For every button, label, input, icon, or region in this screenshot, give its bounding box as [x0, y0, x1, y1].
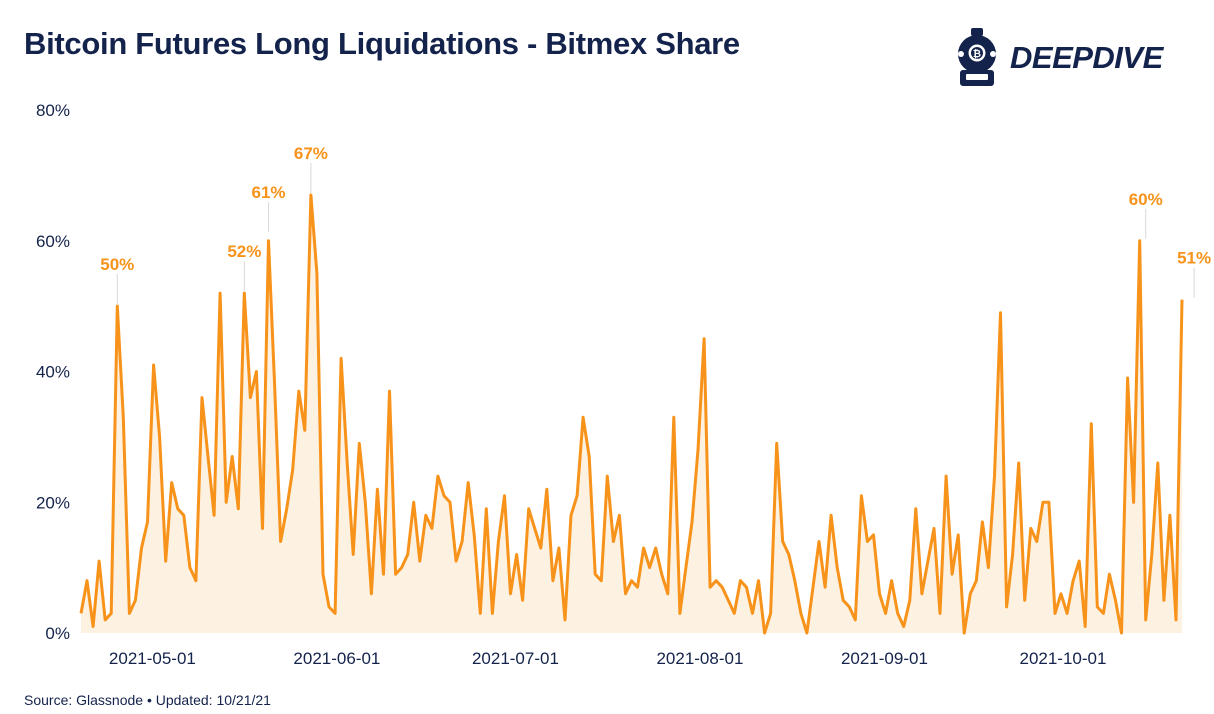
y-tick-label: 40%	[36, 363, 70, 382]
series-line	[79, 193, 1184, 635]
annotation-label: 60%	[1129, 190, 1163, 209]
source-note: Source: Glassnode • Updated: 10/21/21	[24, 692, 271, 708]
chart-title: Bitcoin Futures Long Liquidations - Bitm…	[24, 26, 740, 61]
x-tick-label: 2021-06-01	[293, 649, 380, 668]
svg-text:₿: ₿	[973, 48, 981, 60]
annotation-label: 50%	[100, 255, 134, 274]
annotation-label: 51%	[1177, 249, 1211, 268]
deepdive-logo: ₿ DEEPDIVE	[952, 26, 1192, 90]
diver-helmet-bitcoin-icon: ₿	[958, 28, 996, 86]
x-tick-label: 2021-07-01	[472, 649, 559, 668]
x-tick-label: 2021-05-01	[109, 649, 196, 668]
annotation-label: 61%	[252, 183, 286, 202]
x-tick-label: 2021-09-01	[841, 649, 928, 668]
y-tick-label: 60%	[36, 232, 70, 251]
y-tick-label: 80%	[36, 101, 70, 120]
annotation-label: 52%	[227, 242, 261, 261]
y-tick-label: 20%	[36, 493, 70, 512]
y-tick-label: 0%	[45, 624, 70, 643]
x-tick-label: 2021-10-01	[1019, 649, 1106, 668]
x-tick-label: 2021-08-01	[656, 649, 743, 668]
logo-text: DEEPDIVE	[1010, 40, 1163, 75]
chart-area: 0% 20% 40% 60% 80% 2021-05-01 2021-06-01 2021-0…	[36, 101, 1211, 668]
annotation-label: 67%	[294, 144, 328, 163]
